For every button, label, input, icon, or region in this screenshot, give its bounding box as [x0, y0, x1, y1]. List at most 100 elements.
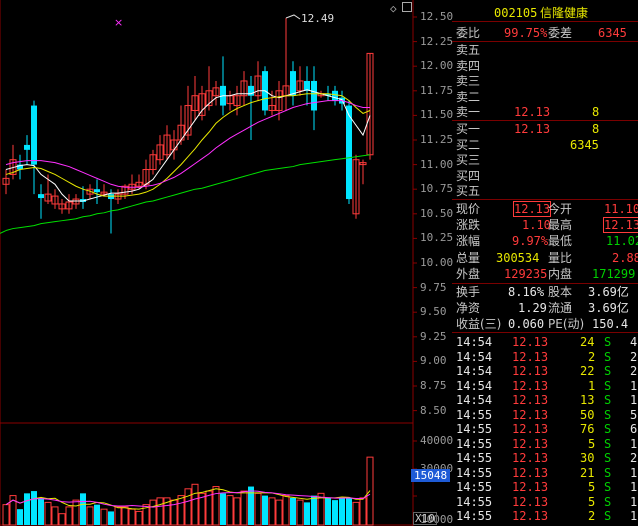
finance-label: 净资 [456, 301, 481, 315]
volume-bar [226, 495, 234, 526]
tick-row[interactable]: 14:55 12.13 5 S 1 [452, 480, 638, 494]
volume-bar [31, 491, 37, 525]
stat-value: 1.10 [522, 218, 551, 233]
volume-badge: 15048 [411, 469, 451, 482]
menu-diamond-icon[interactable]: ◇ [390, 2, 397, 15]
finance-label: 股本 [548, 285, 573, 299]
volume-bar [100, 508, 108, 526]
tick-row[interactable]: 14:55 12.13 21 S 1 [452, 466, 638, 480]
ma-line-ma5 [5, 89, 371, 202]
price-tick-label: 10.75 [420, 182, 454, 196]
stat-label: 外盘 [456, 266, 481, 281]
tick-row[interactable]: 14:54 12.13 24 S 4 [452, 335, 638, 349]
tick-volume: 1 [588, 378, 596, 393]
sell-level-label: 卖一 [456, 105, 481, 120]
tick-count: 1 [630, 465, 638, 480]
tick-volume: 24 [580, 335, 595, 349]
volume-bar [282, 495, 290, 526]
volume-bar [156, 497, 164, 526]
ma-line-ma10 [5, 93, 371, 197]
tick-time: 14:55 [456, 407, 493, 422]
stat-label: 今开 [548, 202, 573, 216]
tick-count: 1 [630, 494, 638, 509]
buy-level-price: 12.13 [514, 122, 551, 136]
tick-side: S [604, 480, 612, 494]
volume-unit: X10 [413, 512, 437, 525]
price-tick-label: 9.50 [420, 305, 447, 319]
volume-bar [142, 504, 150, 526]
volume-bar [184, 488, 192, 526]
volume-bar [65, 506, 73, 526]
quote-panel: 002105 信隆健康 委比 99.75% 委差 6345 卖五 卖四 卖三 卖二 卖一… [452, 0, 638, 526]
candle-body [254, 75, 262, 97]
price-tick-label: 11.50 [420, 108, 454, 122]
tick-volume: 5 [588, 494, 596, 509]
candle-body [346, 105, 352, 200]
volume-bar [220, 493, 226, 525]
finance-value: 3.69亿 [588, 285, 629, 299]
stat-label: 最高 [548, 218, 573, 233]
buy-level-volume: 8 [592, 122, 600, 136]
volume-bar [58, 513, 66, 526]
sell-level-label: 卖三 [456, 74, 481, 89]
stat-value: 12.13 [602, 217, 638, 234]
volume-bar [2, 504, 10, 526]
kline-chart[interactable]: 12.49 × [0, 0, 452, 526]
tick-volume: 30 [580, 451, 595, 465]
volume-bar [248, 486, 254, 525]
divider [452, 199, 638, 200]
buy-level-label: 买五 [456, 184, 481, 199]
stat-label: 现价 [456, 202, 481, 216]
tick-row[interactable]: 14:55 12.13 50 S 5 [452, 408, 638, 422]
price-tick-label: 9.75 [420, 280, 447, 294]
candle-body [135, 181, 143, 187]
tick-volume: 2 [588, 509, 596, 523]
tick-row[interactable]: 14:54 12.13 13 S 1 [452, 393, 638, 407]
expand-box-icon[interactable] [402, 2, 412, 12]
volume-bar [346, 497, 352, 525]
stat-value: 9.97% [512, 234, 549, 249]
candle-body [17, 164, 23, 170]
price-tick-label: 12.50 [420, 10, 454, 23]
tick-time: 14:55 [456, 494, 493, 509]
tick-row[interactable]: 14:55 12.13 76 S 6 [452, 422, 638, 436]
volume-bar [254, 492, 262, 526]
volume-bar [275, 499, 283, 526]
volume-bar [290, 497, 296, 525]
stat-value: 11.02 [606, 234, 638, 249]
volume-bar [51, 506, 59, 526]
tick-time: 14:55 [456, 509, 493, 523]
tick-volume: 76 [580, 422, 595, 436]
candle-body [163, 134, 171, 156]
candle-body [24, 144, 30, 150]
tick-row[interactable]: 14:55 12.13 2 S 1 [452, 509, 638, 523]
tick-count: 1 [630, 480, 638, 494]
tick-row[interactable]: 14:55 12.13 30 S 2 [452, 451, 638, 465]
weibi-value: 99.75% [504, 26, 548, 40]
tick-time: 14:54 [456, 393, 493, 407]
finance-label: 收益(三) [456, 317, 502, 331]
candle-body [149, 154, 157, 171]
volume-bar [121, 506, 129, 526]
candle-body [184, 105, 192, 136]
tick-side: S [604, 509, 612, 523]
tick-row[interactable]: 14:54 12.13 22 S 2 [452, 364, 638, 378]
volume-bar [9, 495, 17, 526]
tick-row[interactable]: 14:55 12.13 5 S 1 [452, 495, 638, 509]
finance-value: 3.69亿 [588, 301, 629, 315]
candle-body [233, 95, 241, 107]
volume-bar [296, 499, 304, 526]
stat-value: 129235 [504, 266, 548, 281]
sell-level-price: 12.13 [514, 105, 551, 120]
tick-count: 5 [630, 407, 638, 422]
tick-price: 12.13 [512, 407, 549, 422]
candle-body [51, 195, 59, 205]
tick-row[interactable]: 14:55 12.13 5 S 1 [452, 437, 638, 451]
tick-row[interactable]: 14:54 12.13 1 S 1 [452, 379, 638, 393]
tick-count: 1 [630, 509, 638, 523]
tick-row[interactable]: 14:54 12.13 2 S 2 [452, 350, 638, 364]
stat-value: 11.10 [604, 202, 638, 216]
tick-time: 14:54 [456, 335, 493, 349]
tick-count: 4 [630, 335, 638, 349]
